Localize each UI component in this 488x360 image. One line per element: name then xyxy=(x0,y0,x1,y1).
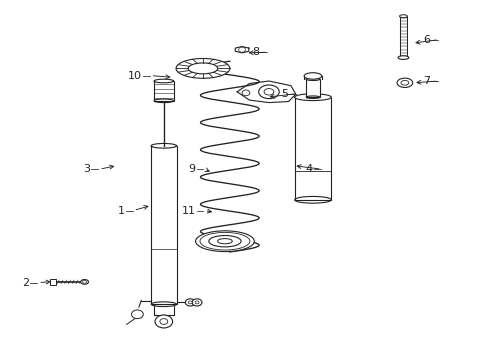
Text: 2: 2 xyxy=(22,278,29,288)
Text: 4: 4 xyxy=(305,164,312,174)
Ellipse shape xyxy=(154,79,173,83)
Ellipse shape xyxy=(81,279,88,284)
Ellipse shape xyxy=(151,143,176,148)
Circle shape xyxy=(160,319,167,324)
Text: 1: 1 xyxy=(118,206,124,216)
Ellipse shape xyxy=(396,78,412,87)
Text: 7: 7 xyxy=(422,76,429,86)
Ellipse shape xyxy=(264,89,273,95)
Ellipse shape xyxy=(208,235,241,247)
Ellipse shape xyxy=(188,63,217,74)
Ellipse shape xyxy=(397,56,408,59)
Ellipse shape xyxy=(195,231,254,252)
Bar xyxy=(154,81,173,101)
Ellipse shape xyxy=(217,239,232,244)
Circle shape xyxy=(192,299,202,306)
Ellipse shape xyxy=(305,78,319,80)
Text: 5: 5 xyxy=(281,89,288,99)
Text: 10: 10 xyxy=(127,71,142,81)
Circle shape xyxy=(185,299,195,306)
Ellipse shape xyxy=(294,94,331,100)
Bar xyxy=(294,97,331,200)
Circle shape xyxy=(155,315,172,328)
Text: 8: 8 xyxy=(251,47,259,57)
Bar xyxy=(305,79,319,97)
Bar xyxy=(50,279,56,285)
Ellipse shape xyxy=(258,85,279,99)
Text: 11: 11 xyxy=(181,206,195,216)
Circle shape xyxy=(242,90,249,96)
Text: 6: 6 xyxy=(423,35,429,45)
Circle shape xyxy=(195,301,199,304)
Circle shape xyxy=(188,301,192,304)
Circle shape xyxy=(131,310,143,319)
Ellipse shape xyxy=(304,73,321,79)
Bar xyxy=(151,146,176,304)
Ellipse shape xyxy=(176,58,229,78)
Text: 3: 3 xyxy=(83,164,90,174)
Ellipse shape xyxy=(400,81,408,85)
Ellipse shape xyxy=(399,15,407,18)
Text: 9: 9 xyxy=(188,164,195,174)
Circle shape xyxy=(238,47,245,52)
Circle shape xyxy=(82,280,86,283)
